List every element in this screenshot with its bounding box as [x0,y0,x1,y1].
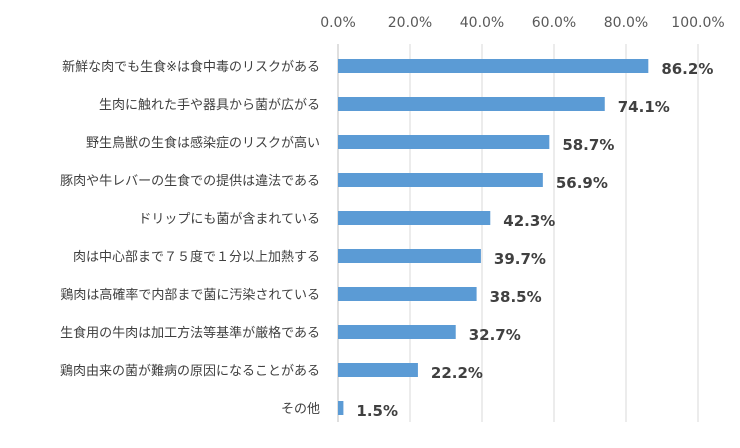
bar [338,211,491,225]
bar [338,363,418,377]
data-label: 38.5% [490,288,542,306]
bar [338,325,456,339]
data-labels: 86.2% 74.1% 58.7% 56.9% 42.3% 39.7% 38.5% 32.7%… [356,60,713,420]
x-axis-ticks: 0.0% 20.0% 40.0% 60.0% 80.0% 100.0% [320,15,724,31]
category-label: ドリップにも菌が含まれている [138,211,320,227]
data-label: 58.7% [562,136,614,154]
category-labels: 新鮮な肉でも生食※は食中毒のリスクがある生肉に触れた手や器具から菌が広がる野生鳥… [60,59,320,417]
x-tick-label: 60.0% [532,15,576,31]
category-label: 野生鳥獣の生食は感染症のリスクが高い [86,135,320,151]
data-label: 22.2% [431,364,483,382]
bar [338,401,344,415]
data-label: 32.7% [469,326,521,344]
x-tick-label: 100.0% [671,15,724,31]
data-label: 42.3% [503,212,555,230]
bar [338,59,649,73]
data-label: 86.2% [661,60,713,78]
category-label: 新鮮な肉でも生食※は食中毒のリスクがある [62,59,320,75]
x-tick-label: 80.0% [604,15,648,31]
category-label: その他 [281,402,320,417]
data-label: 56.9% [556,174,608,192]
x-tick-label: 20.0% [388,15,432,31]
category-label: 生肉に触れた手や器具から菌が広がる [99,98,320,113]
bar [338,97,605,111]
bar [338,173,543,187]
category-label: 鶏肉由来の菌が難病の原因になることがある [60,364,320,379]
bars [338,59,649,415]
x-tick-label: 40.0% [460,15,504,31]
category-label: 鶏肉は高確率で内部まで菌に汚染されている [60,287,320,303]
category-label: 生食用の牛肉は加工方法等基準が厳格である [60,325,320,341]
data-label: 74.1% [618,98,670,116]
data-label: 1.5% [356,402,398,420]
x-tick-label: 0.0% [320,15,356,31]
category-label: 豚肉や牛レバーの生食での提供は違法である [60,173,320,189]
data-label: 39.7% [494,250,546,268]
bar [338,135,550,149]
bar [338,249,481,263]
bar [338,287,477,301]
category-label: 肉は中心部まで７５度で１分以上加熱する [73,249,320,265]
